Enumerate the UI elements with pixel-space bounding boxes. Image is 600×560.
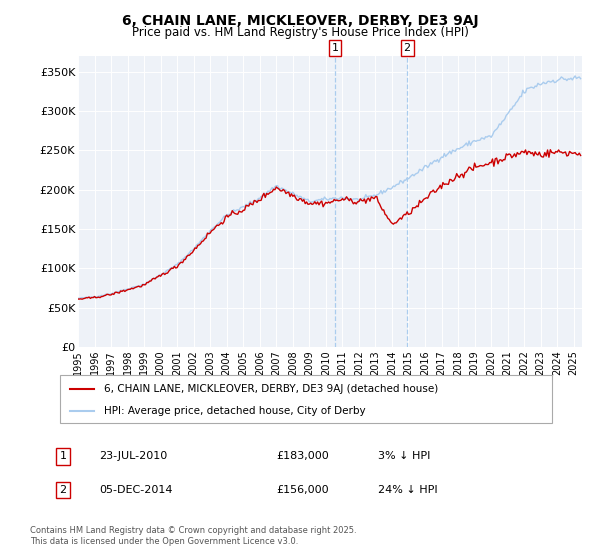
Text: 6, CHAIN LANE, MICKLEOVER, DERBY, DE3 9AJ: 6, CHAIN LANE, MICKLEOVER, DERBY, DE3 9A… [122, 14, 478, 28]
Text: 1: 1 [331, 43, 338, 53]
Text: £156,000: £156,000 [276, 485, 329, 495]
Text: 1: 1 [59, 451, 67, 461]
FancyBboxPatch shape [60, 375, 552, 423]
Text: Contains HM Land Registry data © Crown copyright and database right 2025.
This d: Contains HM Land Registry data © Crown c… [30, 526, 356, 546]
Text: 3% ↓ HPI: 3% ↓ HPI [378, 451, 430, 461]
Text: £183,000: £183,000 [276, 451, 329, 461]
Text: 24% ↓ HPI: 24% ↓ HPI [378, 485, 437, 495]
Text: 05-DEC-2014: 05-DEC-2014 [99, 485, 173, 495]
Text: 2: 2 [404, 43, 411, 53]
Text: 2: 2 [59, 485, 67, 495]
Text: Price paid vs. HM Land Registry's House Price Index (HPI): Price paid vs. HM Land Registry's House … [131, 26, 469, 39]
Text: 6, CHAIN LANE, MICKLEOVER, DERBY, DE3 9AJ (detached house): 6, CHAIN LANE, MICKLEOVER, DERBY, DE3 9A… [104, 385, 439, 394]
Text: HPI: Average price, detached house, City of Derby: HPI: Average price, detached house, City… [104, 406, 366, 416]
Text: 23-JUL-2010: 23-JUL-2010 [99, 451, 167, 461]
